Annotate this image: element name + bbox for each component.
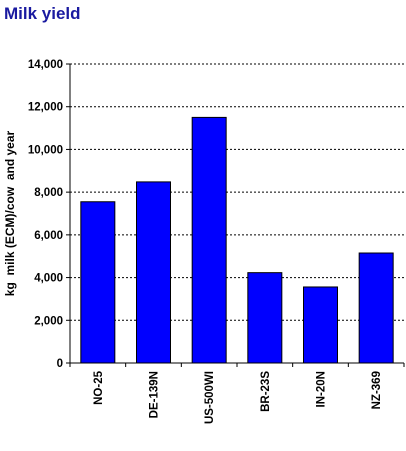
bars [80, 116, 394, 364]
bar-no-25 [80, 201, 116, 364]
y-tick-label: 10,000 [28, 144, 63, 156]
y-tick-label: 0 [57, 358, 63, 370]
grid-lines [70, 63, 404, 321]
bar-in-20n [303, 286, 338, 364]
y-tick-label: 12,000 [28, 102, 63, 114]
x-category-label: NO-25 [93, 370, 105, 404]
y-axis-title: kg milk (ECM)/cow and year [3, 130, 17, 296]
chart-title: Milk yield [4, 4, 81, 23]
y-tick-label: 6,000 [34, 230, 63, 242]
y-tick-label: 4,000 [34, 273, 63, 285]
x-category-label: DE-139N [149, 371, 161, 418]
x-category-label: US-500WI [204, 371, 216, 424]
bar-us-500wi [191, 116, 227, 364]
y-tick-label: 2,000 [34, 315, 63, 327]
bar-nz-369 [358, 252, 394, 364]
bar-br-23s [247, 272, 283, 364]
y-tick-label: 8,000 [34, 187, 63, 199]
bar-de-139n [136, 181, 171, 364]
x-category-label: IN-20N [316, 371, 328, 407]
x-category-label: BR-23S [260, 371, 272, 412]
x-category-label: NZ-369 [371, 371, 383, 409]
tick-labels: 0 2,000 4,000 6,000 8,000 10,000 12,000 14,000 N… [28, 59, 383, 424]
axes [66, 63, 405, 367]
y-tick-label: 14,000 [28, 59, 63, 71]
